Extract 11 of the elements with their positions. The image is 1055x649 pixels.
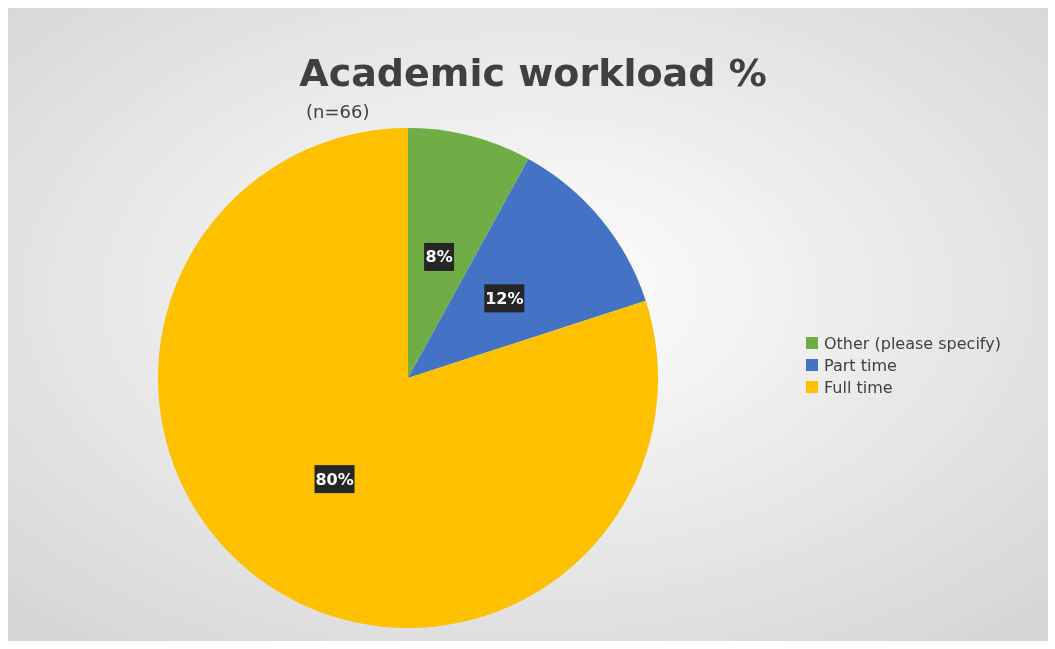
pie-slice — [158, 128, 658, 628]
pie-slice — [408, 158, 646, 378]
chart-title: Academic workload % — [299, 51, 767, 95]
legend-label: Part time — [824, 355, 897, 375]
legend-label: Other (please specify) — [824, 333, 1001, 353]
data-label: 80% — [315, 469, 354, 489]
data-label: 12% — [485, 288, 524, 308]
chart-subtitle: (n=66) — [306, 101, 370, 122]
pie-slice — [408, 128, 529, 378]
legend-label: Full time — [824, 377, 893, 397]
data-label: 8% — [425, 247, 453, 267]
